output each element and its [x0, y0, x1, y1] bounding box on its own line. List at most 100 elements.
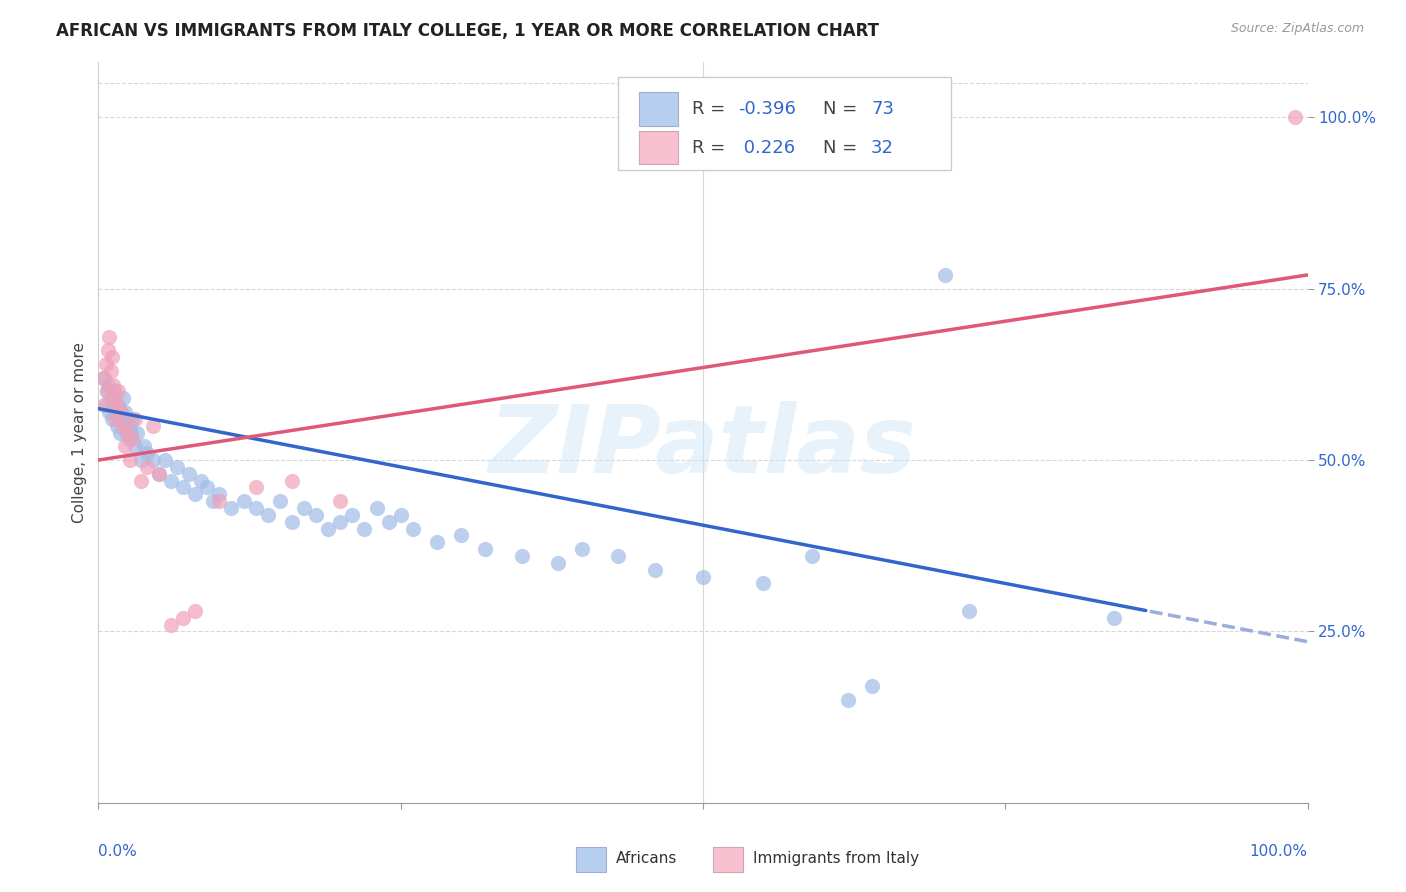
Point [100, 412, 122, 426]
Point [153, 453, 176, 467]
Point [98, 329, 121, 343]
Point [135, 446, 157, 460]
Text: ZIPatlas: ZIPatlas [489, 401, 917, 493]
Point [117, 425, 139, 440]
Point [752, 576, 775, 591]
Point [510, 549, 533, 563]
Point [104, 405, 127, 419]
Point [195, 480, 218, 494]
Point [184, 487, 207, 501]
Point [389, 508, 412, 522]
Point [96, 384, 118, 399]
Point [100, 364, 122, 378]
Point [366, 501, 388, 516]
Point [342, 508, 364, 522]
Point [107, 398, 129, 412]
Point [179, 467, 201, 481]
Text: N =: N = [823, 100, 863, 118]
Point [245, 480, 267, 494]
Text: AFRICAN VS IMMIGRANTS FROM ITALY COLLEGE, 1 YEAR OR MORE CORRELATION CHART: AFRICAN VS IMMIGRANTS FROM ITALY COLLEGE… [56, 22, 879, 40]
Point [292, 501, 315, 516]
Point [281, 515, 304, 529]
Point [110, 405, 132, 419]
Point [202, 494, 225, 508]
Point [101, 398, 124, 412]
Point [97, 343, 120, 358]
FancyBboxPatch shape [638, 93, 678, 126]
Point [800, 549, 823, 563]
Point [377, 515, 399, 529]
FancyBboxPatch shape [576, 847, 606, 871]
Point [93, 371, 115, 385]
Point [256, 508, 278, 522]
Point [571, 542, 593, 557]
Point [160, 474, 183, 488]
Text: Immigrants from Italy: Immigrants from Italy [752, 851, 918, 866]
Point [426, 535, 449, 549]
Text: Source: ZipAtlas.com: Source: ZipAtlas.com [1230, 22, 1364, 36]
Text: 100.0%: 100.0% [1250, 844, 1308, 858]
Point [232, 494, 254, 508]
Point [172, 610, 194, 624]
Point [117, 412, 139, 426]
Point [104, 412, 127, 426]
Point [98, 405, 121, 419]
Point [142, 453, 165, 467]
Point [100, 392, 122, 406]
Point [124, 439, 146, 453]
Point [127, 425, 149, 440]
Point [129, 474, 152, 488]
Point [160, 617, 183, 632]
Text: R =: R = [692, 138, 731, 157]
Point [305, 508, 328, 522]
Point [94, 357, 117, 371]
Point [316, 522, 339, 536]
Point [148, 467, 170, 481]
Point [118, 433, 141, 447]
Point [91, 371, 114, 385]
Point [124, 412, 146, 426]
Point [111, 418, 134, 433]
Point [108, 412, 131, 426]
Point [1284, 110, 1306, 124]
Point [118, 418, 141, 433]
Point [96, 384, 118, 399]
Point [105, 398, 128, 412]
Point [172, 480, 194, 494]
Point [93, 398, 115, 412]
Point [208, 494, 231, 508]
Point [190, 474, 212, 488]
Point [108, 405, 131, 419]
Point [105, 418, 128, 433]
Point [860, 679, 883, 693]
Y-axis label: College, 1 year or more: College, 1 year or more [72, 343, 87, 523]
Point [1102, 610, 1125, 624]
Point [269, 494, 291, 508]
Point [94, 398, 117, 412]
Point [103, 384, 125, 399]
Point [934, 268, 956, 282]
FancyBboxPatch shape [713, 847, 742, 871]
Text: N =: N = [823, 138, 863, 157]
Point [402, 522, 425, 536]
Point [112, 418, 135, 433]
Point [607, 549, 630, 563]
Text: 73: 73 [872, 100, 894, 118]
Point [474, 542, 496, 557]
Point [111, 392, 134, 406]
Point [166, 459, 188, 474]
Point [120, 425, 142, 440]
Point [129, 453, 152, 467]
Point [101, 377, 124, 392]
Point [329, 515, 352, 529]
Point [142, 418, 165, 433]
Point [100, 350, 122, 364]
Point [329, 494, 352, 508]
Point [107, 384, 129, 399]
Point [103, 392, 125, 406]
Point [221, 501, 243, 516]
Text: 32: 32 [872, 138, 894, 157]
Point [450, 528, 472, 542]
Text: -0.396: -0.396 [738, 100, 796, 118]
Text: 0.226: 0.226 [738, 138, 796, 157]
